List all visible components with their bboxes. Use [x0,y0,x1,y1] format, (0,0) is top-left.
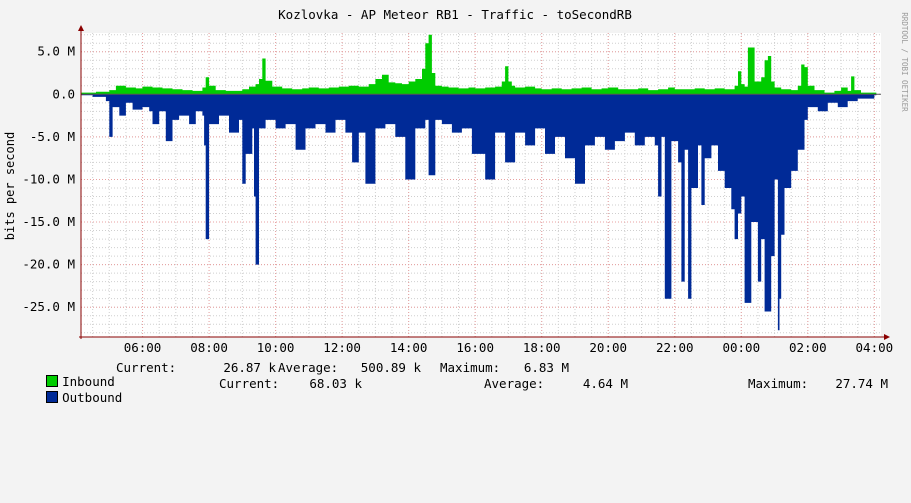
inbound-average-label: Average: [278,360,339,375]
x-axis-arrow [884,334,890,340]
inbound-current-label: Current: [116,360,177,375]
y-tick-label: -20.0 M [22,257,75,272]
inbound-average-value: 500.89 k [360,360,421,375]
y-tick-label: -25.0 M [22,299,75,314]
outbound-current-label: Current: [219,376,280,391]
outbound-current-value: 68.03 k [309,376,362,391]
inbound-maximum-value: 6.83 M [523,360,569,375]
x-tick-label: 08:00 [190,340,228,355]
x-tick-label: 02:00 [789,340,827,355]
x-tick-label: 20:00 [589,340,627,355]
outbound-maximum-label: Maximum: [748,376,809,391]
x-tick-label: 16:00 [456,340,494,355]
inbound-maximum-label: Maximum: [440,360,501,375]
outbound-maximum-value: 27.74 M [835,376,888,391]
chart-title: Kozlovka - AP Meteor RB1 - Traffic - toS… [278,7,632,22]
traffic-chart: Kozlovka - AP Meteor RB1 - Traffic - toS… [3,7,909,405]
x-tick-label: 22:00 [656,340,694,355]
y-tick-label: -5.0 M [30,129,75,144]
inbound-area [81,34,877,95]
x-tick-label: 14:00 [390,340,428,355]
outbound-swatch [46,391,59,403]
outbound-label: Outbound [62,390,123,405]
legend-row-outbound: Outbound Current: 68.03 k Average: 4.64 … [16,377,888,503]
legend-row-inbound: Inbound Current: 26.87 k Average: 500.89… [16,361,569,487]
inbound-swatch [46,375,59,387]
y-axis-arrow [78,25,84,31]
rrdtool-watermark: RRDTOOL / TOBI OETIKER [900,12,909,112]
inbound-label: Inbound [62,374,115,389]
x-tick-label: 10:00 [257,340,295,355]
inbound-current-value: 26.87 k [223,360,276,375]
x-tick-label: 00:00 [722,340,760,355]
x-tick-label: 18:00 [523,340,561,355]
y-tick-label: -10.0 M [22,171,75,186]
y-axis-label: bits per second [3,132,17,240]
outbound-average-value: 4.64 M [582,376,628,391]
x-tick-label: 12:00 [323,340,361,355]
outbound-area [81,94,877,331]
y-tick-label: 0.0 [52,86,75,101]
outbound-average-label: Average: [484,376,545,391]
y-tick-label: 5.0 M [37,44,75,59]
plot-svg: Kozlovka - AP Meteor RB1 - Traffic - toS… [3,7,909,355]
x-tick-label: 06:00 [124,340,162,355]
y-tick-label: -15.0 M [22,214,75,229]
x-tick-label: 04:00 [856,340,894,355]
